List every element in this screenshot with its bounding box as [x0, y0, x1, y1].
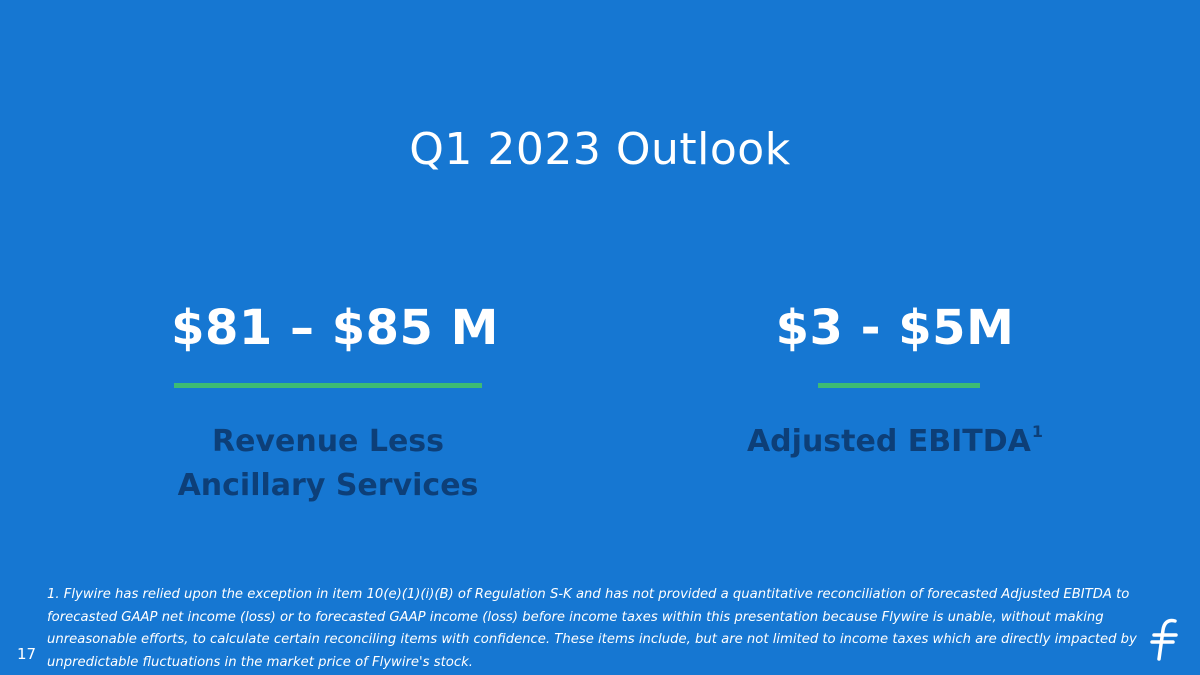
ebitda-label-text: Adjusted EBITDA	[746, 424, 1031, 459]
ebitda-divider	[818, 383, 980, 388]
ebitda-value: $3 - $5M	[775, 300, 1015, 356]
footnote-reference: 1	[1031, 422, 1044, 441]
ebitda-metric: $3 - $5M	[690, 296, 1100, 360]
footnote-text: 1. Flywire has relied upon the exception…	[47, 587, 1137, 670]
slide-title: Q1 2023 Outlook	[409, 124, 791, 175]
revenue-label-line1: Revenue Less	[211, 424, 445, 459]
revenue-label: Revenue Less Ancillary Services	[130, 420, 526, 508]
page-number: 17	[17, 645, 37, 663]
revenue-value: $81 – $85 M	[171, 300, 499, 356]
revenue-label-line2: Ancillary Services	[177, 468, 479, 503]
revenue-divider	[174, 383, 482, 388]
revenue-metric: $81 – $85 M	[130, 296, 540, 360]
flywire-logo-icon	[1148, 618, 1182, 662]
ebitda-label: Adjusted EBITDA1	[700, 420, 1090, 468]
